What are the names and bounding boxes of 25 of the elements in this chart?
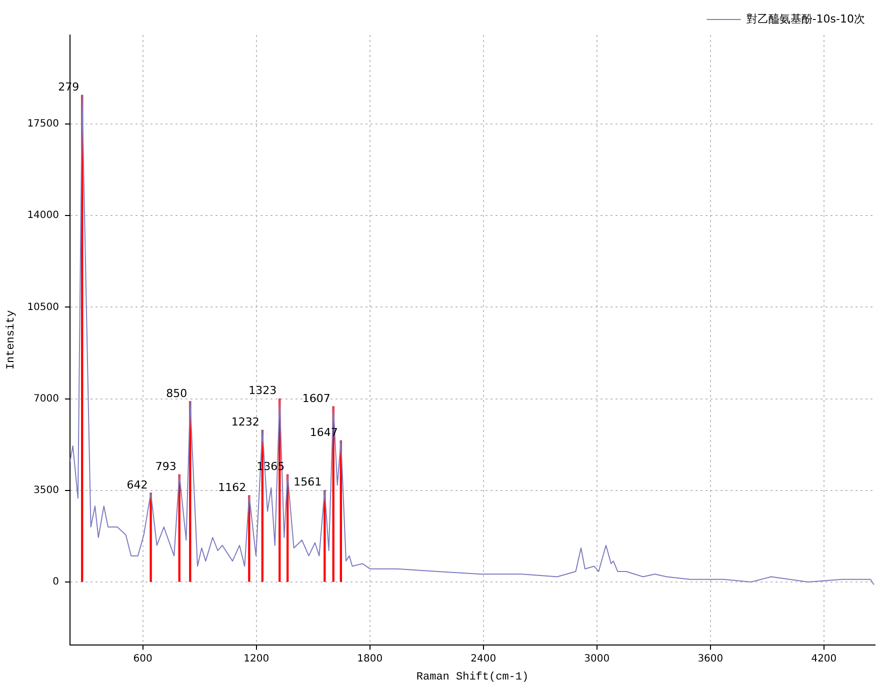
y-axis-title: Intensity xyxy=(6,310,18,370)
annotation: 1323 xyxy=(248,384,277,398)
annotation: 850 xyxy=(166,386,188,400)
y-tick-label: 14000 xyxy=(27,210,60,222)
x-tick-label: 3600 xyxy=(698,653,724,664)
x-tick-label: 1800 xyxy=(357,653,383,664)
x-tick-label: 600 xyxy=(133,653,152,664)
y-tick-label: 7000 xyxy=(34,393,60,404)
annotation: 1561 xyxy=(294,476,322,489)
x-axis-title: Raman Shift(cm-1) xyxy=(416,671,529,684)
legend-label: 對乙醯氨基酚-10s-10次 xyxy=(746,12,866,26)
y-tick-label: 3500 xyxy=(34,484,60,496)
annotation: 1162 xyxy=(218,480,246,494)
annotation: 793 xyxy=(155,460,176,474)
x-tick-label: 1200 xyxy=(244,653,270,664)
annotation: 1607 xyxy=(302,392,330,405)
x-tick-label: 4200 xyxy=(811,653,837,664)
annotation: 1232 xyxy=(231,416,260,429)
x-tick-label: 3000 xyxy=(584,653,610,664)
bar xyxy=(150,492,152,582)
x-tick-label: 2400 xyxy=(470,653,496,664)
y-tick-label: 0 xyxy=(52,576,60,588)
y-tick-label: 10500 xyxy=(27,302,60,313)
y-tick-label: 17500 xyxy=(27,118,60,130)
annotation: 642 xyxy=(126,478,148,492)
